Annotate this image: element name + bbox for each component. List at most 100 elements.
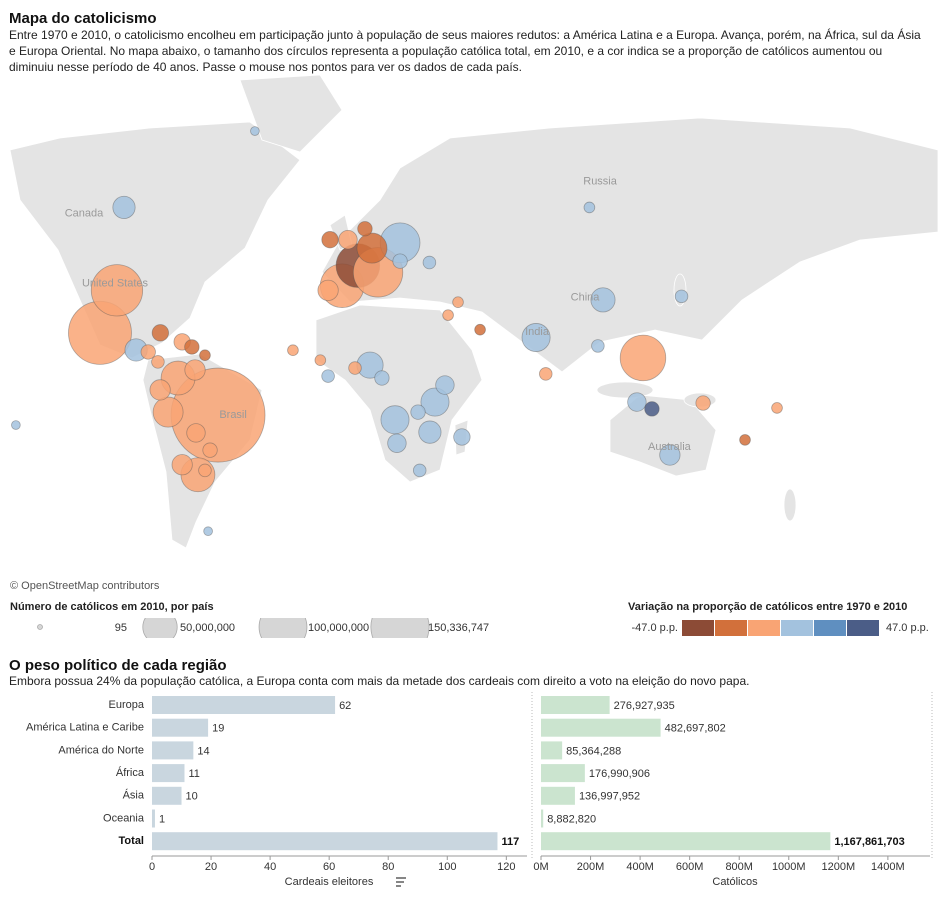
place-labels: Canada United States Russia China India Brasi… (65, 176, 692, 453)
country-bubble[interactable] (659, 444, 681, 466)
x-tick-label: 120 (497, 861, 515, 873)
country-bubble[interactable] (149, 379, 171, 401)
country-bubble[interactable] (583, 201, 596, 214)
place-label: United States (82, 277, 149, 289)
value-label: 117 (501, 836, 519, 848)
x-tick-label: 1200M (822, 861, 856, 873)
country-bubble[interactable] (453, 428, 471, 446)
country-bubble[interactable] (392, 253, 408, 269)
country-bubble[interactable] (619, 334, 667, 382)
country-bubble[interactable] (203, 526, 213, 536)
size-legend-circle (142, 618, 178, 638)
country-bubble[interactable] (152, 396, 184, 428)
section-title: O peso político de cada região (9, 657, 227, 674)
country-bubble[interactable] (474, 323, 486, 336)
color-swatch (682, 620, 714, 636)
value-label: 176,990,906 (589, 768, 650, 780)
map: Canada United States Russia China India Brasi… (9, 75, 939, 549)
section-subtitle: Embora possua 24% da população católica,… (9, 674, 749, 688)
bubbles (11, 126, 783, 536)
value-label: 10 (186, 791, 198, 803)
country-bubble[interactable] (357, 221, 373, 237)
country-bubble[interactable] (11, 420, 21, 430)
country-bubble[interactable] (591, 339, 605, 353)
x-tick-label: 200M (577, 861, 605, 873)
country-bubble[interactable] (410, 404, 426, 420)
category-label: América do Norte (58, 744, 144, 756)
country-bubble[interactable] (202, 442, 218, 458)
country-bubble[interactable] (90, 264, 144, 317)
color-swatch (715, 620, 747, 636)
country-bubble[interactable] (627, 392, 647, 412)
bar (541, 718, 661, 737)
size-legend-label: 95 (115, 622, 127, 634)
value-label: 276,927,935 (614, 700, 675, 712)
size-legend (37, 618, 430, 638)
bar (541, 764, 585, 783)
country-bubble[interactable] (771, 402, 783, 414)
country-bubble[interactable] (151, 324, 169, 342)
country-bubble[interactable] (151, 355, 165, 369)
color-legend-title: Variação na proporção de católicos entre… (628, 601, 907, 613)
country-bubble[interactable] (199, 349, 211, 362)
x-tick-label: 20 (205, 861, 217, 873)
country-bubble[interactable] (374, 370, 390, 386)
size-legend-circle (258, 618, 308, 638)
country-bubble[interactable] (644, 401, 660, 417)
country-bubble[interactable] (420, 387, 450, 417)
bar (152, 718, 209, 737)
sort-icon[interactable] (396, 877, 406, 887)
country-bubble[interactable] (112, 195, 136, 220)
country-bubble[interactable] (338, 230, 358, 250)
country-bubble[interactable] (442, 309, 454, 321)
size-legend-label: 100,000,000 (308, 622, 369, 634)
country-bubble[interactable] (418, 420, 442, 444)
country-bubble[interactable] (674, 289, 689, 304)
country-bubble[interactable] (171, 454, 193, 476)
x-tick-label: 100 (438, 861, 456, 873)
size-legend-circle (37, 624, 43, 630)
place-label: India (525, 326, 550, 338)
country-bubble[interactable] (539, 367, 553, 381)
country-bubble[interactable] (348, 361, 362, 375)
country-bubble[interactable] (356, 232, 388, 264)
country-bubble[interactable] (387, 433, 407, 453)
bar (541, 786, 575, 805)
country-bubble[interactable] (198, 463, 212, 478)
bar (541, 741, 563, 760)
country-bubble[interactable] (321, 231, 339, 249)
x-tick-label: 0M (533, 861, 548, 873)
country-bubble[interactable] (521, 323, 551, 352)
country-bubble[interactable] (184, 339, 200, 355)
color-swatch (847, 620, 879, 636)
country-bubble[interactable] (380, 405, 410, 435)
country-bubble[interactable] (287, 344, 299, 357)
country-bubble[interactable] (317, 279, 339, 301)
category-label: Oceania (103, 812, 145, 824)
x-tick-label: 40 (264, 861, 276, 873)
country-bubble[interactable] (186, 423, 206, 443)
country-bubble[interactable] (250, 126, 260, 136)
value-label: 8,882,820 (547, 813, 596, 825)
country-bubble[interactable] (314, 354, 327, 366)
country-bubble[interactable] (739, 434, 751, 446)
country-bubble[interactable] (590, 287, 616, 313)
country-bubble[interactable] (452, 296, 464, 308)
color-legend: -47.0 p.p. 47.0 p.p. (632, 620, 929, 636)
category-label: América Latina e Caribe (26, 722, 144, 734)
category-label: África (116, 766, 145, 779)
color-swatch (748, 620, 780, 636)
x-axis-title: Católicos (712, 876, 758, 888)
color-swatch (814, 620, 846, 636)
country-bubble[interactable] (321, 369, 335, 383)
country-bubble[interactable] (140, 344, 156, 360)
x-tick-label: 80 (382, 861, 394, 873)
country-bubble[interactable] (184, 359, 206, 381)
map-attribution: © OpenStreetMap contributors (10, 580, 160, 592)
value-label: 482,697,802 (665, 723, 726, 735)
country-bubble[interactable] (435, 375, 455, 395)
country-bubble[interactable] (422, 255, 437, 270)
country-bubble[interactable] (695, 395, 711, 411)
country-bubble[interactable] (412, 463, 427, 478)
